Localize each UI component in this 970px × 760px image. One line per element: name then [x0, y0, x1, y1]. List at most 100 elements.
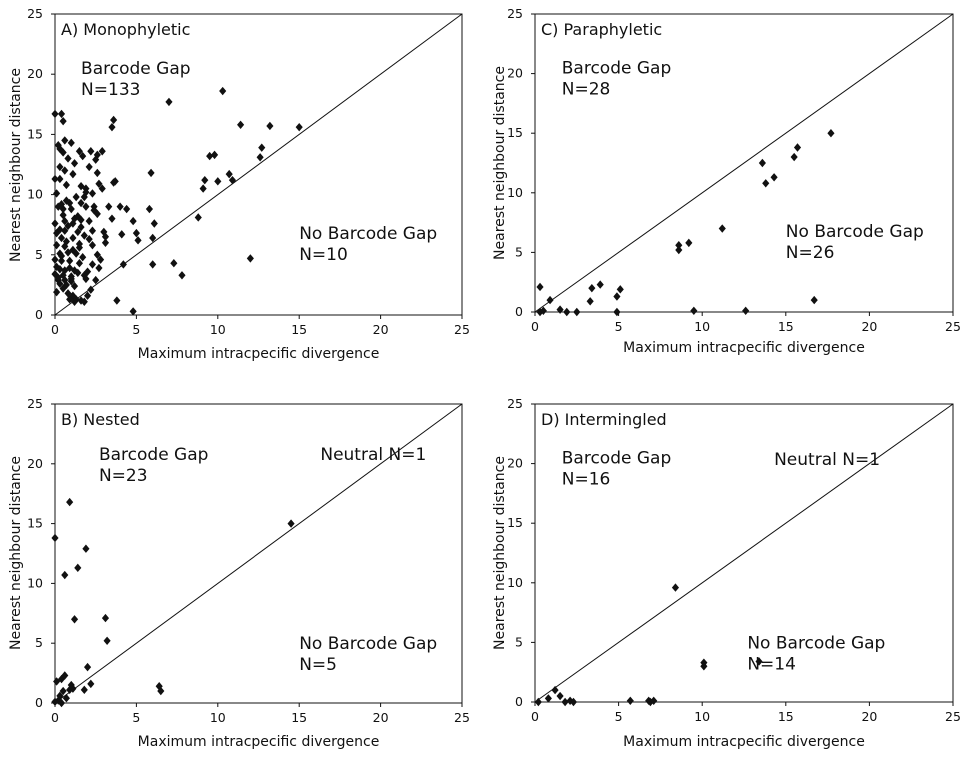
- panel-title: D) Intermingled: [541, 410, 667, 429]
- data-point: [51, 533, 59, 543]
- data-point: [87, 147, 95, 156]
- data-point: [770, 173, 778, 182]
- x-tick-label: 5: [132, 710, 140, 725]
- data-point: [80, 297, 88, 306]
- data-point: [88, 189, 97, 198]
- y-tick-label: 0: [515, 694, 523, 709]
- y-tick-label: 15: [507, 515, 523, 530]
- data-point: [88, 226, 97, 235]
- data-point: [97, 255, 105, 264]
- x-tick-label: 20: [861, 319, 877, 334]
- data-point: [59, 210, 67, 220]
- data-point: [74, 563, 82, 573]
- x-tick-label: 20: [861, 709, 877, 724]
- x-tick-label: 5: [615, 709, 623, 724]
- data-point: [61, 226, 69, 235]
- x-tick-label: 10: [694, 709, 710, 724]
- x-tick-label: 10: [694, 319, 710, 334]
- annotation-lower-right: No Barcode Gap: [299, 634, 437, 654]
- data-point: [132, 228, 140, 238]
- data-point: [85, 234, 93, 244]
- data-point: [556, 305, 564, 314]
- panel-title: A) Monophyletic: [61, 20, 190, 39]
- data-point: [556, 691, 564, 701]
- data-point: [51, 109, 59, 119]
- data-point: [77, 181, 85, 191]
- data-point: [129, 307, 137, 316]
- data-point: [80, 192, 88, 202]
- data-point: [51, 174, 59, 184]
- data-point: [561, 697, 569, 707]
- data-point: [92, 155, 100, 164]
- data-point: [88, 260, 97, 269]
- x-tick-label: 15: [778, 709, 794, 724]
- data-point: [62, 237, 70, 246]
- data-point: [64, 289, 72, 298]
- data-point: [110, 115, 118, 125]
- data-point: [758, 158, 766, 168]
- data-point: [225, 169, 233, 179]
- data-point: [77, 198, 85, 208]
- y-axis-label: Nearest neighbour distance: [8, 456, 24, 650]
- data-point: [59, 148, 67, 157]
- data-point: [54, 273, 62, 282]
- data-point: [79, 151, 87, 161]
- data-point: [616, 285, 624, 294]
- data-point: [101, 613, 110, 623]
- data-point: [53, 189, 61, 198]
- data-point: [536, 282, 544, 292]
- annotation-upper-right: Neutral N=1: [320, 445, 426, 465]
- data-point: [74, 212, 82, 221]
- data-point: [101, 238, 110, 247]
- data-point: [790, 152, 798, 162]
- data-point: [66, 256, 74, 266]
- data-point: [534, 697, 542, 707]
- x-axis-label: Maximum intracpecific divergence: [138, 346, 380, 362]
- y-tick-label: 20: [507, 66, 523, 81]
- x-tick-label: 20: [373, 322, 389, 337]
- x-tick-label: 25: [945, 709, 961, 724]
- data-point: [56, 162, 64, 172]
- data-point: [57, 233, 66, 243]
- x-axis-label: Maximum intracpecific divergence: [623, 340, 865, 356]
- data-point: [61, 166, 69, 175]
- data-point: [75, 259, 83, 268]
- data-point: [74, 227, 82, 237]
- data-point: [75, 147, 83, 156]
- x-tick-label: 0: [531, 709, 539, 724]
- data-point: [566, 696, 574, 706]
- data-point: [72, 295, 80, 304]
- data-point: [79, 253, 87, 262]
- data-point: [85, 162, 93, 172]
- annotation-upper-left: Barcode Gap: [81, 59, 190, 79]
- data-point: [613, 292, 621, 301]
- data-point: [61, 216, 69, 226]
- annotation-upper-left: Barcode Gap: [99, 445, 208, 465]
- y-tick-label: 10: [507, 185, 523, 200]
- data-point: [95, 179, 103, 188]
- data-point: [101, 232, 110, 241]
- annotation-upper-left: N=28: [562, 80, 611, 100]
- data-point: [64, 221, 72, 231]
- data-point: [62, 280, 70, 290]
- data-point: [74, 268, 82, 278]
- data-point: [56, 174, 64, 184]
- y-tick-label: 5: [515, 244, 523, 259]
- data-point: [178, 271, 186, 280]
- data-point: [56, 691, 64, 701]
- x-tick-label: 5: [615, 319, 623, 334]
- data-point: [80, 685, 88, 695]
- data-point: [69, 233, 77, 243]
- y-tick-label: 0: [35, 695, 43, 710]
- panel-title: B) Nested: [61, 410, 140, 429]
- data-point: [53, 287, 61, 297]
- data-point: [147, 168, 155, 178]
- data-point: [266, 121, 274, 131]
- data-point: [57, 200, 66, 209]
- data-point: [219, 86, 227, 96]
- x-tick-label: 15: [291, 322, 307, 337]
- data-point: [66, 295, 74, 304]
- data-point: [67, 204, 75, 214]
- data-point: [690, 306, 698, 316]
- data-point: [70, 615, 79, 624]
